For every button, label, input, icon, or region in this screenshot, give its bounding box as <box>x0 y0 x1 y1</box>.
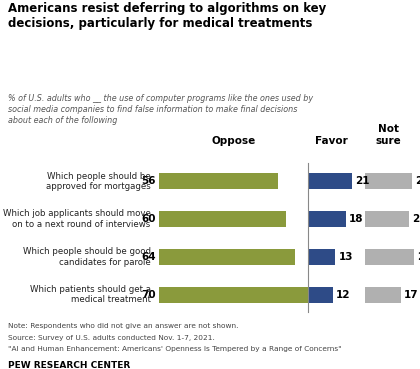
Bar <box>365 173 412 189</box>
Text: Source: Survey of U.S. adults conducted Nov. 1-7, 2021.: Source: Survey of U.S. adults conducted … <box>8 335 215 341</box>
Text: 70: 70 <box>141 290 156 300</box>
Text: 56: 56 <box>142 176 156 186</box>
Text: 12: 12 <box>336 290 351 300</box>
Bar <box>159 287 307 303</box>
Text: 64: 64 <box>141 252 156 262</box>
Text: 18: 18 <box>349 214 363 224</box>
Text: 22: 22 <box>415 176 420 186</box>
Text: Favor: Favor <box>315 135 347 145</box>
Bar <box>365 287 401 303</box>
Text: "AI and Human Enhancement: Americans' Openness Is Tempered by a Range of Concern: "AI and Human Enhancement: Americans' Op… <box>8 346 342 352</box>
Text: 60: 60 <box>142 214 156 224</box>
Bar <box>365 211 410 227</box>
Text: % of U.S. adults who __ the use of computer programs like the ones used by
socia: % of U.S. adults who __ the use of compu… <box>8 94 313 125</box>
Text: 21: 21 <box>355 176 370 186</box>
Text: Which people should be good
candidates for parole: Which people should be good candidates f… <box>23 247 151 267</box>
Text: Not
sure: Not sure <box>375 124 401 145</box>
Bar <box>307 287 333 303</box>
Text: Which job applicants should move
on to a next round of interviews: Which job applicants should move on to a… <box>3 210 151 229</box>
Text: 23: 23 <box>417 252 420 262</box>
Text: PEW RESEARCH CENTER: PEW RESEARCH CENTER <box>8 361 131 369</box>
Bar <box>159 211 286 227</box>
Bar <box>307 211 346 227</box>
Bar <box>307 173 352 189</box>
Text: Oppose: Oppose <box>211 135 255 145</box>
Bar <box>307 249 335 265</box>
Text: Which patients should get a
medical treatment: Which patients should get a medical trea… <box>29 285 151 304</box>
Text: Note: Respondents who did not give an answer are not shown.: Note: Respondents who did not give an an… <box>8 323 239 329</box>
Bar <box>365 249 414 265</box>
Text: Which people should be
approved for mortgages: Which people should be approved for mort… <box>46 172 151 191</box>
Text: 13: 13 <box>339 252 353 262</box>
Text: 21: 21 <box>412 214 420 224</box>
Bar <box>159 249 295 265</box>
Bar <box>159 173 278 189</box>
Text: Americans resist deferring to algorithms on key
decisions, particularly for medi: Americans resist deferring to algorithms… <box>8 2 327 30</box>
Text: 17: 17 <box>404 290 419 300</box>
